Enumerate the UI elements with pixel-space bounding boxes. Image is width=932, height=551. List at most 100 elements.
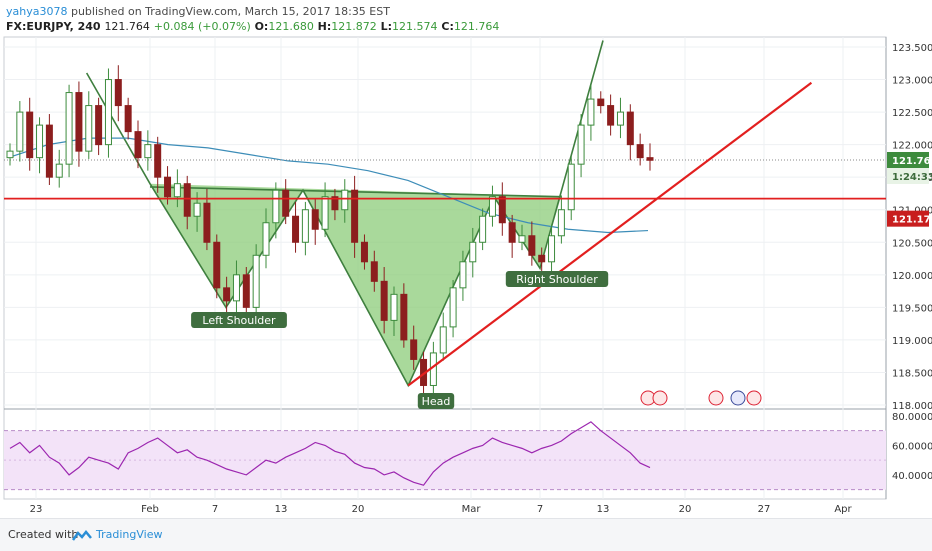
author-link[interactable]: yahya3078 [6,5,68,18]
candle-body [144,144,152,159]
candle-body [410,339,418,360]
close-label: C: [441,20,454,33]
price-tick-label: 123.500 [892,43,932,54]
candle-body [203,202,211,243]
time-tick-label: 13 [597,504,610,515]
candle-body [55,163,63,178]
candle-body [351,189,359,243]
candle-body [65,92,73,165]
footer-bar: Created with TradingView [0,518,932,551]
candle-body [518,235,526,243]
rsi-tick-label: 40.0000 [892,471,932,482]
price-tick-label: 122.500 [892,108,932,119]
price-tick-label: 123.000 [892,76,932,87]
candle-body [183,183,191,217]
candle-body [173,183,181,198]
candle-body [557,209,565,237]
open-value: 121.680 [268,20,314,33]
candle-body [538,254,546,263]
event-icon[interactable] [730,390,746,406]
published-text: published on TradingView.com, March 15, … [70,5,390,18]
time-axis: 23 Feb 7 13 20 Mar 7 13 20 27 Apr [30,504,853,515]
candle-body [567,163,575,211]
high-label: H: [317,20,332,33]
price-change: +0.084 (+0.07%) [153,20,251,33]
candle-body [646,157,654,161]
candle-body [380,280,388,321]
price-tick-label: 118.500 [892,368,932,379]
candle-body [528,235,536,256]
candle-body [400,293,408,341]
last-price: 121.764 [104,20,150,33]
left-shoulder-label-bg [191,312,287,328]
price-tick-label: 119.000 [892,336,932,347]
low-value: 121.574 [392,20,438,33]
chart-area[interactable]: 123.500123.000122.500122.000121.500121.0… [0,0,932,518]
price-tick-label: 120.000 [892,271,932,282]
price-axis: 123.500123.000122.500122.000121.500121.0… [887,43,932,482]
candle-body [223,287,231,302]
candle-body [95,105,103,146]
time-tick-label: 20 [352,504,365,515]
candle-body [124,105,132,133]
event-icon[interactable] [708,390,724,406]
rsi-tick-label: 60.0000 [892,441,932,452]
candle-body [597,98,605,107]
created-with-label: Created with [8,528,79,541]
price-tick-label: 122.000 [892,141,932,152]
pattern-fill [150,183,561,386]
candle-body [469,241,477,263]
candle-body [232,274,240,302]
candle-body [488,196,496,217]
candle-body [607,105,615,126]
candle-body [439,326,447,354]
event-icons [640,390,762,406]
time-tick-label: 23 [30,504,43,515]
level-price-tag-bg [887,210,929,227]
candle-body [449,287,457,328]
moving-average-layer [4,137,886,234]
candle-body [479,215,487,243]
close-value: 121.764 [453,20,500,33]
candle-body [154,144,162,178]
event-icon[interactable] [652,390,668,406]
candle-body [390,293,398,321]
price-tick-label: 119.500 [892,303,932,314]
candle-body [252,254,260,308]
left-shoulder-label: Left Shoulder [202,314,276,327]
head-label: Head [422,395,451,408]
rsi-line [9,421,651,486]
tradingview-logo-icon [71,528,92,547]
candle-body [272,189,280,224]
candle-body [16,111,24,152]
brand-label[interactable]: TradingView [96,528,163,541]
candle-body [164,176,172,198]
candle-body [213,241,221,289]
publish-header: yahya3078 published on TradingView.com, … [6,5,390,18]
candle-body [341,189,349,211]
rsi-tick-label: 80.0000 [892,412,932,423]
event-icon[interactable] [746,390,762,406]
right-shoulder-label-bg [505,271,609,287]
time-tick-label: 20 [679,504,692,515]
time-tick-label: Apr [834,504,852,515]
price-tick-label: 120.500 [892,238,932,249]
last-price-tag-bg [887,151,929,168]
price-tick-label: 118.000 [892,401,932,412]
candle-body [370,261,378,282]
time-tick-label: 7 [537,504,543,515]
candle-body [626,111,634,146]
pattern-labels: Left Shoulder Head Right Shoulder [191,271,609,409]
low-label: L: [380,20,393,33]
candle-body [331,196,339,211]
open-label: O: [254,20,269,33]
candle-body [321,196,329,230]
right-shoulder-label: Right Shoulder [516,273,598,286]
time-tick-label: 13 [275,504,288,515]
last-price-tag: 121.764 [892,156,932,167]
head-label-bg [417,393,455,409]
candle-body [262,222,270,256]
countdown-tag-bg [887,167,929,184]
candle-body [242,274,250,308]
quote-line: FX:EURJPY, 240 121.764 +0.084 (+0.07%) O… [6,20,499,33]
